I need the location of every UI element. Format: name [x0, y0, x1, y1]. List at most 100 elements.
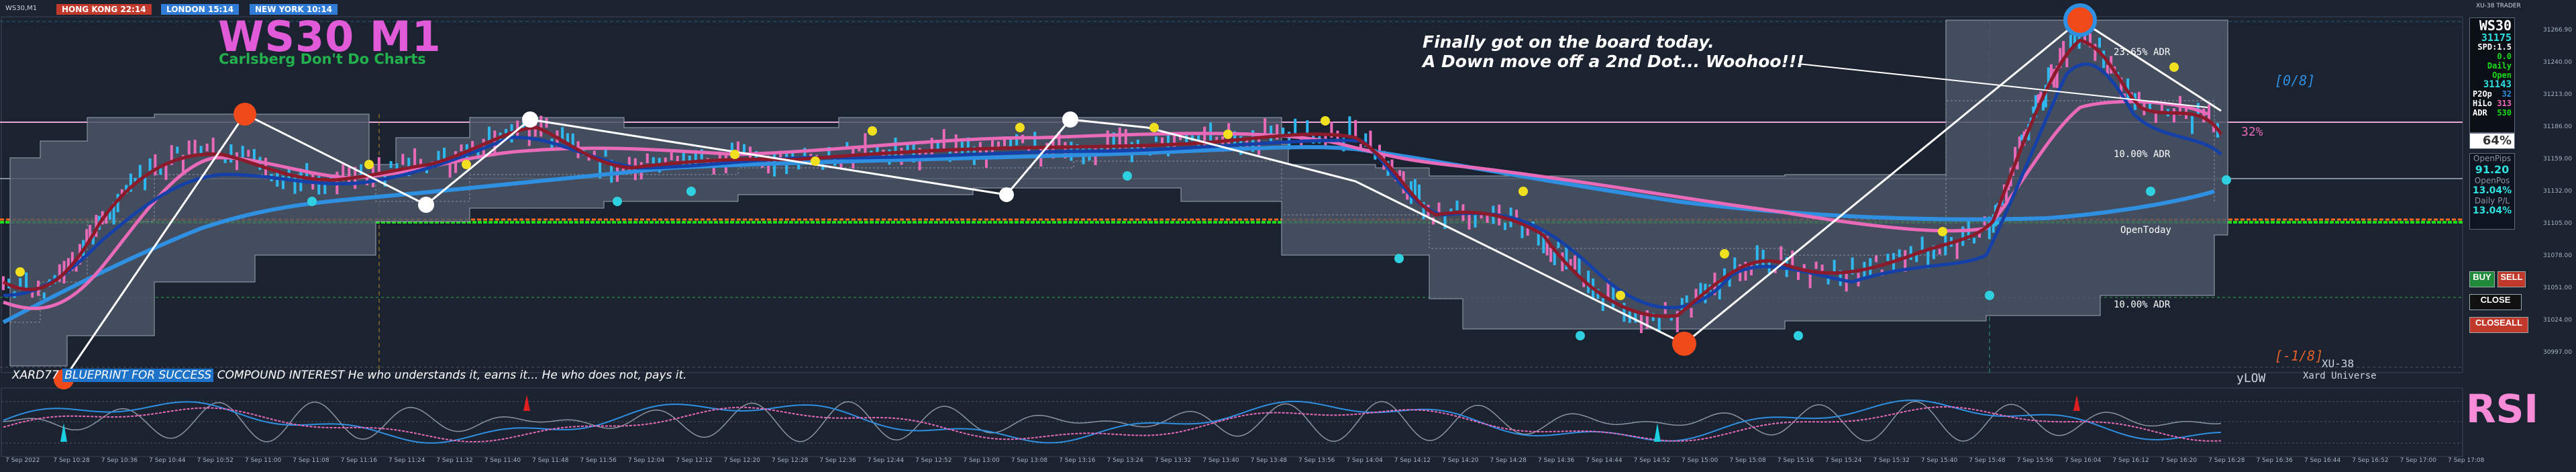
candle — [31, 288, 34, 298]
candle — [1537, 232, 1540, 246]
candle — [2034, 95, 2037, 117]
candle — [154, 154, 157, 176]
candle — [144, 177, 147, 191]
candle — [1437, 202, 1441, 214]
signal-dot — [15, 267, 25, 277]
sell-button[interactable]: SELL — [2497, 271, 2526, 287]
candle — [476, 150, 480, 160]
info-panel: WS30 31175 SPD:1.5 0.0 Daily Open 31143 … — [2469, 17, 2515, 133]
ylow-label: yLOW — [2236, 371, 2266, 385]
candle — [437, 150, 440, 162]
candle — [170, 145, 173, 165]
time-axis-label: 7 Sep 11:24 — [388, 457, 425, 464]
candle — [930, 138, 933, 157]
price-scale-label: 31105.00 — [2543, 220, 2572, 227]
buy-button[interactable]: BUY — [2469, 271, 2495, 287]
candle — [2005, 185, 2008, 202]
open-pips-label: OpenPips — [2473, 154, 2512, 163]
session-london: LONDON 15:14 — [161, 4, 240, 15]
candle — [1733, 257, 1737, 274]
candle — [1398, 170, 1402, 176]
rsi-signal-marker — [1654, 423, 1661, 442]
candle — [845, 142, 849, 150]
candle — [1582, 281, 1586, 287]
candle — [2049, 64, 2053, 84]
candle — [1124, 129, 1127, 148]
rsi-grey-line — [3, 401, 2222, 442]
candle — [395, 163, 399, 173]
price-scale-label: 31213.00 — [2543, 91, 2572, 98]
signal-dot — [462, 160, 471, 169]
candle — [1676, 311, 1679, 332]
candle — [241, 146, 244, 158]
candle — [1909, 246, 1912, 261]
dot-marker — [1062, 111, 1078, 128]
time-axis-label: 7 Sep 11:16 — [340, 457, 377, 464]
candle — [779, 150, 782, 160]
candle — [1154, 136, 1157, 142]
candle — [876, 144, 879, 153]
dot-marker — [418, 197, 434, 213]
candle — [599, 161, 602, 179]
close-all-button[interactable]: CLOSEALL — [2469, 317, 2528, 333]
candle — [1515, 209, 1518, 224]
xard-universe-label: Xard Universe — [2303, 371, 2377, 381]
rsi-blue-line — [3, 399, 2222, 444]
candle — [2055, 65, 2059, 88]
dot-marker — [999, 187, 1014, 202]
candle — [1549, 248, 1553, 263]
time-axis-label: 7 Sep 14:20 — [1442, 457, 1479, 464]
candle — [360, 164, 363, 177]
close-button[interactable]: CLOSE — [2469, 294, 2522, 310]
candle — [1354, 120, 1357, 143]
session-hongkong: HONG KONG 22:14 — [56, 4, 152, 15]
candle — [2044, 85, 2047, 107]
candle — [1118, 127, 1121, 149]
candle — [2016, 161, 2019, 170]
session-hongkong-label: HONG KONG 22:14 — [62, 5, 146, 14]
candle — [2047, 67, 2050, 85]
candle — [700, 149, 703, 163]
candle — [1875, 255, 1878, 263]
candle — [2069, 34, 2072, 50]
candle — [1988, 216, 1991, 240]
time-axis-label: 7 Sep 14:04 — [1346, 457, 1383, 464]
candle — [134, 177, 137, 184]
rsi-signal-marker — [2073, 395, 2080, 411]
signal-dot — [1985, 291, 1994, 300]
candle — [443, 147, 446, 162]
pivot-low-marker — [1672, 332, 1696, 356]
adr-mid-label: 10.00% ADR — [2114, 149, 2171, 160]
candle — [1486, 213, 1489, 223]
candle — [1622, 303, 1626, 322]
candle — [181, 154, 185, 175]
time-axis-label: 7 Sep 15:40 — [1920, 457, 1958, 464]
candle — [1728, 277, 1731, 287]
daily-pl-label: Daily P/L — [2474, 196, 2510, 205]
candle — [223, 157, 227, 163]
candle — [205, 143, 209, 152]
panel-pct: 64% — [2482, 134, 2512, 148]
signal-dot — [1518, 187, 1528, 196]
candle — [1330, 121, 1333, 138]
candle — [2083, 33, 2086, 44]
level-pct: 32% — [2241, 125, 2263, 139]
signal-dot — [1223, 130, 1233, 139]
candle — [593, 150, 596, 158]
price-scale-label: 31266.90 — [2543, 27, 2572, 34]
candle — [539, 115, 543, 137]
signal-dot — [1149, 123, 1159, 132]
candle — [42, 292, 46, 299]
candle — [1027, 146, 1031, 153]
candle — [610, 160, 613, 183]
signal-dot — [613, 197, 622, 206]
candle — [199, 146, 203, 156]
candle — [1606, 279, 1610, 299]
candle — [2098, 37, 2101, 48]
candle — [1723, 268, 1727, 277]
candle — [1561, 252, 1564, 272]
candle — [803, 148, 807, 164]
candle — [1306, 120, 1309, 136]
signal-dot — [730, 150, 739, 159]
